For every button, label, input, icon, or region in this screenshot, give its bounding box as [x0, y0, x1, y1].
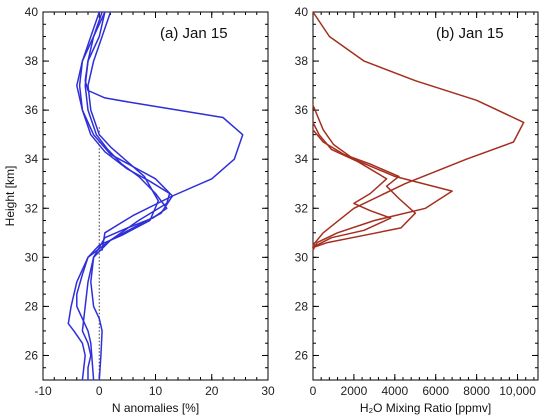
- x-tick-label: 4000: [381, 384, 408, 398]
- x-tick-label: 8000: [463, 384, 490, 398]
- y-tick-label: 30: [295, 250, 309, 264]
- series-line-1: [312, 11, 525, 246]
- x-tick-label: 10: [149, 384, 163, 398]
- series-line-4: [312, 129, 417, 249]
- y-tick-label: 36: [25, 103, 39, 117]
- y-axis-title: Height [km]: [3, 166, 17, 227]
- x-tick-label: -10: [34, 384, 52, 398]
- y-tick-label: 38: [295, 54, 309, 68]
- y-tick-label: 26: [25, 348, 39, 362]
- series-line-5: [84, 11, 168, 381]
- x-tick-label: 2000: [341, 384, 368, 398]
- series-line-4: [76, 11, 160, 381]
- series-line-3: [312, 121, 392, 249]
- series-line-2: [312, 104, 453, 251]
- panel-title: (a) Jan 15: [160, 25, 228, 42]
- y-tick-label: 34: [295, 152, 309, 166]
- x-tick-label: 30: [261, 384, 275, 398]
- panel-a: -10 0 10 20 30 26 28 30 32 34 36 38 40 N anomalies [%…: [3, 5, 275, 415]
- x-tick-label: 6000: [422, 384, 449, 398]
- plot-frame: [312, 11, 539, 381]
- x-tick-label: 10,000: [499, 384, 536, 398]
- y-tick-label: 34: [25, 152, 39, 166]
- panel-b: 0 2000 4000 6000 8000 10,000 26 28 30 32 34 36 38 40 H…: [295, 5, 539, 415]
- y-tick-label: 30: [25, 250, 39, 264]
- y-tick-label: 36: [295, 103, 309, 117]
- y-tick-label: 28: [25, 299, 39, 313]
- series-line-3: [67, 11, 174, 381]
- y-tick-label: 40: [295, 5, 309, 19]
- x-axis-title: N anomalies [%]: [112, 401, 199, 415]
- y-tick-label: 28: [295, 299, 309, 313]
- x-axis-title: H₂O Mixing Ratio [ppmv]: [360, 401, 491, 415]
- y-tick-label: 40: [25, 5, 39, 19]
- y-tick-label: 32: [25, 201, 39, 215]
- y-tick-label: 26: [295, 348, 309, 362]
- x-tick-label: 0: [96, 384, 103, 398]
- panel-title: (b) Jan 15: [436, 25, 504, 42]
- x-tick-label: 0: [310, 384, 317, 398]
- series-line-1: [84, 11, 244, 251]
- y-tick-label: 32: [295, 201, 309, 215]
- y-tick-label: 38: [25, 54, 39, 68]
- x-tick-label: 20: [205, 384, 219, 398]
